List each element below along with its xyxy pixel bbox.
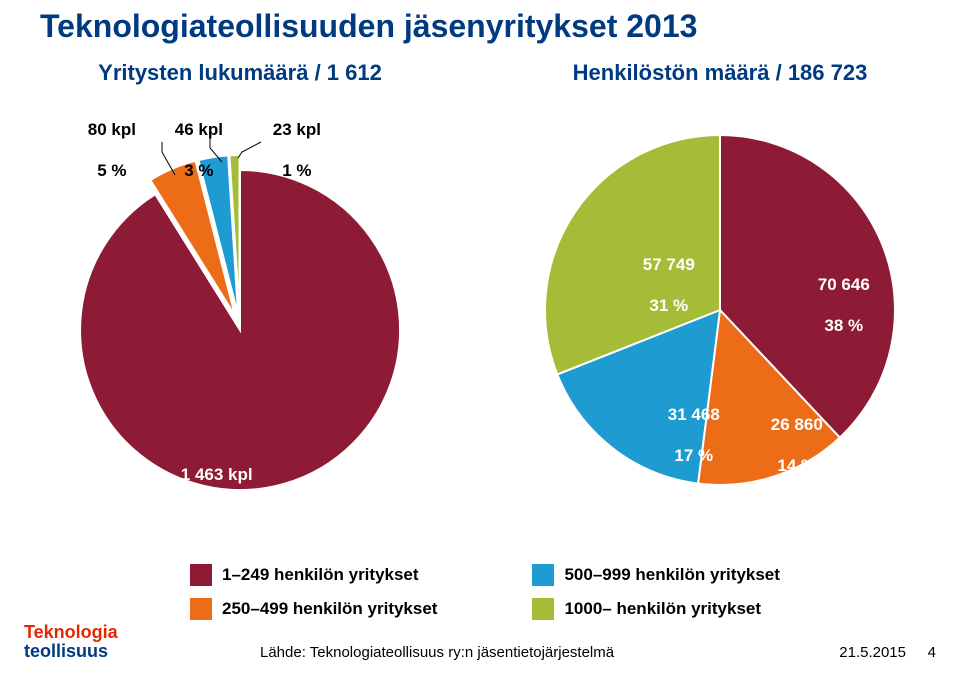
legend-item-3: 1000– henkilön yritykset — [532, 598, 779, 620]
legend-item-1: 250–499 henkilön yritykset — [190, 598, 437, 620]
slide: Teknologiateollisuuden jäsenyritykset 20… — [0, 0, 960, 675]
label-right-1-top: 26 860 — [771, 415, 823, 434]
label-right-3-top: 57 749 — [643, 255, 695, 274]
label-right-2-top: 31 468 — [668, 405, 720, 424]
legend-label-1: 250–499 henkilön yritykset — [222, 599, 437, 619]
footer-source: Lähde: Teknologiateollisuus ry:n jäsenti… — [260, 644, 614, 661]
legend-col-1: 1–249 henkilön yritykset 250–499 henkilö… — [190, 564, 437, 620]
label-right-1-bot: 14 % — [777, 456, 816, 475]
legend-item-2: 500–999 henkilön yritykset — [532, 564, 779, 586]
chart-left: Yritysten lukumäärä / 1 612 1 — [0, 60, 480, 560]
swatch-0 — [190, 564, 212, 586]
label-right-1: 26 860 14 % — [733, 395, 823, 497]
legend-col-2: 500–999 henkilön yritykset 1000– henkilö… — [532, 564, 779, 620]
label-right-0-bot: 38 % — [824, 316, 863, 335]
logo-line2: teollisuus — [24, 641, 108, 661]
chart-right-title: Henkilöstön määrä / 186 723 — [480, 60, 960, 86]
label-right-2-bot: 17 % — [674, 446, 713, 465]
legend-item-0: 1–249 henkilön yritykset — [190, 564, 437, 586]
chart-right: Henkilöstön määrä / 186 723 70 646 38 % … — [480, 60, 960, 560]
swatch-1 — [190, 598, 212, 620]
footer-logo: Teknologia teollisuus — [24, 623, 118, 661]
legend: 1–249 henkilön yritykset 250–499 henkilö… — [190, 564, 780, 620]
label-right-3-bot: 31 % — [649, 296, 688, 315]
footer-date: 21.5.2015 — [839, 644, 906, 661]
legend-label-3: 1000– henkilön yritykset — [564, 599, 761, 619]
swatch-2 — [532, 564, 554, 586]
footer-page: 4 — [928, 644, 936, 661]
label-right-2: 31 468 17 % — [630, 385, 720, 487]
label-right-3: 57 749 31 % — [605, 235, 695, 337]
logo-line1: Teknologia — [24, 622, 118, 642]
label-right-0-top: 70 646 — [818, 275, 870, 294]
slide-title: Teknologiateollisuuden jäsenyritykset 20… — [40, 8, 697, 45]
legend-label-2: 500–999 henkilön yritykset — [564, 565, 779, 585]
label-right-0: 70 646 38 % — [780, 255, 870, 357]
swatch-3 — [532, 598, 554, 620]
leader-lines-left — [0, 60, 480, 560]
charts-row: Yritysten lukumäärä / 1 612 1 — [0, 60, 960, 560]
legend-label-0: 1–249 henkilön yritykset — [222, 565, 419, 585]
